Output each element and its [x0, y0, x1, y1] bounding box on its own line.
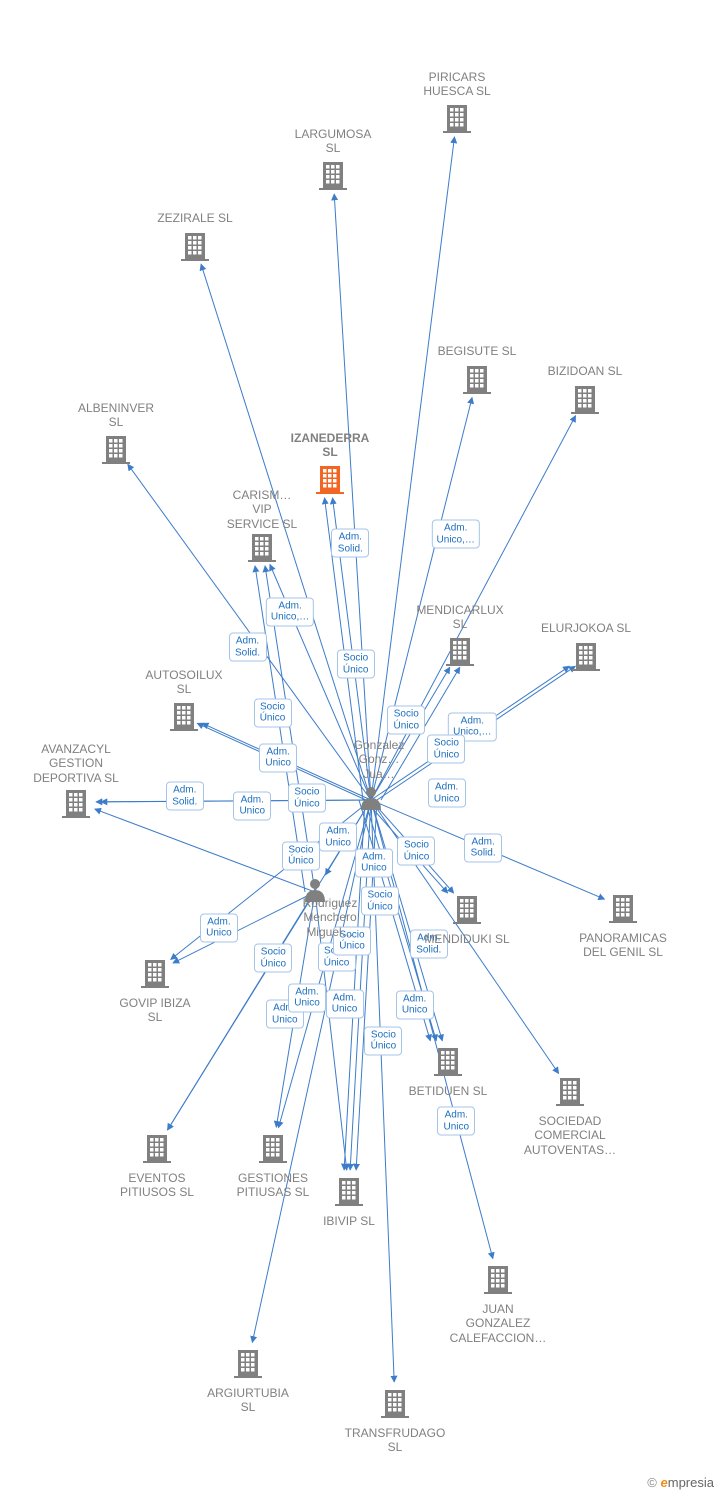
- node-label: Rodriguez Menchero Miguel…: [270, 896, 390, 939]
- edge-label: Socio Único: [254, 698, 292, 727]
- node-label: IBIVIP SL: [289, 1214, 409, 1228]
- node-label: BETIDUEN SL: [388, 1084, 508, 1098]
- footer-attribution: © empresia: [647, 1475, 714, 1490]
- node-label: IZANEDERRA SL: [270, 431, 390, 460]
- edge-label: Socio Único: [364, 1026, 402, 1055]
- edge-label: Adm. Solid.: [464, 833, 502, 862]
- company-icon[interactable]: [335, 1178, 363, 1206]
- node-label: ARGIURTUBIA SL: [188, 1386, 308, 1415]
- node-label: MENDICARLUX SL: [400, 603, 520, 632]
- edge-label: Adm. Unico: [326, 989, 364, 1018]
- edge: [334, 194, 371, 800]
- node-label: BEGISUTE SL: [417, 344, 537, 358]
- node-label: AVANZACYL GESTION DEPORTIVA SL: [16, 742, 136, 785]
- edge-label: Adm. Unico: [200, 913, 238, 942]
- brand-initial: e: [661, 1475, 668, 1490]
- node-label: AUTOSOILUX SL: [124, 668, 244, 697]
- company-icon[interactable]: [556, 1078, 584, 1106]
- company-icon[interactable]: [572, 643, 600, 671]
- company-icon[interactable]: [443, 105, 471, 133]
- node-label: Gonzalez Gonz… Jua…: [319, 738, 439, 781]
- edge-label: Adm. Solid.: [331, 529, 369, 558]
- node-label: GOVIP IBIZA SL: [95, 996, 215, 1025]
- edge-label: Socio Único: [337, 650, 375, 679]
- edge-label: Adm. Unico,…: [432, 520, 480, 549]
- company-icon[interactable]: [259, 1135, 287, 1163]
- company-icon[interactable]: [62, 790, 90, 818]
- copyright-symbol: ©: [647, 1475, 657, 1490]
- company-icon[interactable]: [484, 1266, 512, 1294]
- company-icon[interactable]: [453, 896, 481, 924]
- company-icon[interactable]: [381, 1390, 409, 1418]
- node-label: ALBENINVER SL: [56, 401, 176, 430]
- edge-label: Socio Único: [254, 944, 292, 973]
- node-label: BIZIDOAN SL: [525, 364, 645, 378]
- company-icon[interactable]: [446, 638, 474, 666]
- company-icon[interactable]: [571, 386, 599, 414]
- node-label: ELURJOKOA SL: [526, 621, 646, 635]
- edge-label: Adm. Unico: [233, 791, 271, 820]
- company-icon[interactable]: [181, 233, 209, 261]
- company-icon[interactable]: [234, 1350, 262, 1378]
- node-label: JUAN GONZALEZ CALEFACCION…: [438, 1302, 558, 1345]
- node-label: PANORAMICAS DEL GENIL SL: [563, 931, 683, 960]
- edge-label: Adm. Unico: [319, 823, 357, 852]
- node-label: PIRICARS HUESCA SL: [397, 70, 517, 99]
- company-icon[interactable]: [319, 162, 347, 190]
- company-icon[interactable]: [609, 895, 637, 923]
- edge-label: Adm. Unico: [288, 983, 326, 1012]
- node-label: SOCIEDAD COMERCIAL AUTOVENTAS…: [510, 1114, 630, 1157]
- edge-label: Adm. Unico: [437, 1107, 475, 1136]
- node-label: EVENTOS PITIUSOS SL: [97, 1171, 217, 1200]
- edge-label: Adm. Unico: [428, 779, 466, 808]
- edge-label: Socio Único: [397, 837, 435, 866]
- edge-label: Socio Único: [288, 784, 326, 813]
- company-icon[interactable]: [170, 703, 198, 731]
- edge-label: Adm. Unico: [355, 848, 393, 877]
- node-label: MENDIDUKI SL: [407, 932, 527, 946]
- company-icon[interactable]: [141, 960, 169, 988]
- edge: [371, 137, 455, 800]
- company-icon[interactable]: [434, 1048, 462, 1076]
- node-label: ZEZIRALE SL: [135, 211, 255, 225]
- edge-label: Adm. Solid.: [166, 782, 204, 811]
- brand-rest: mpresia: [668, 1475, 714, 1490]
- edge-label: Adm. Unico: [396, 990, 434, 1019]
- node-label: LARGUMOSA SL: [273, 127, 393, 156]
- node-label: GESTIONES PITIUSAS SL: [213, 1171, 333, 1200]
- company-icon[interactable]: [143, 1135, 171, 1163]
- node-label: TRANSFRUDAGO SL: [335, 1426, 455, 1455]
- edge-label: Adm. Unico: [259, 743, 297, 772]
- edge-label: Socio Único: [387, 706, 425, 735]
- edge-label: Socio Único: [282, 841, 320, 870]
- edge-label: Adm. Unico,…: [266, 597, 314, 626]
- company-icon[interactable]: [463, 366, 491, 394]
- company-icon[interactable]: [248, 534, 276, 562]
- node-label: CARISM… VIP SERVICE SL: [202, 488, 322, 531]
- edge-label: Adm. Solid.: [229, 633, 267, 662]
- company-icon[interactable]: [102, 436, 130, 464]
